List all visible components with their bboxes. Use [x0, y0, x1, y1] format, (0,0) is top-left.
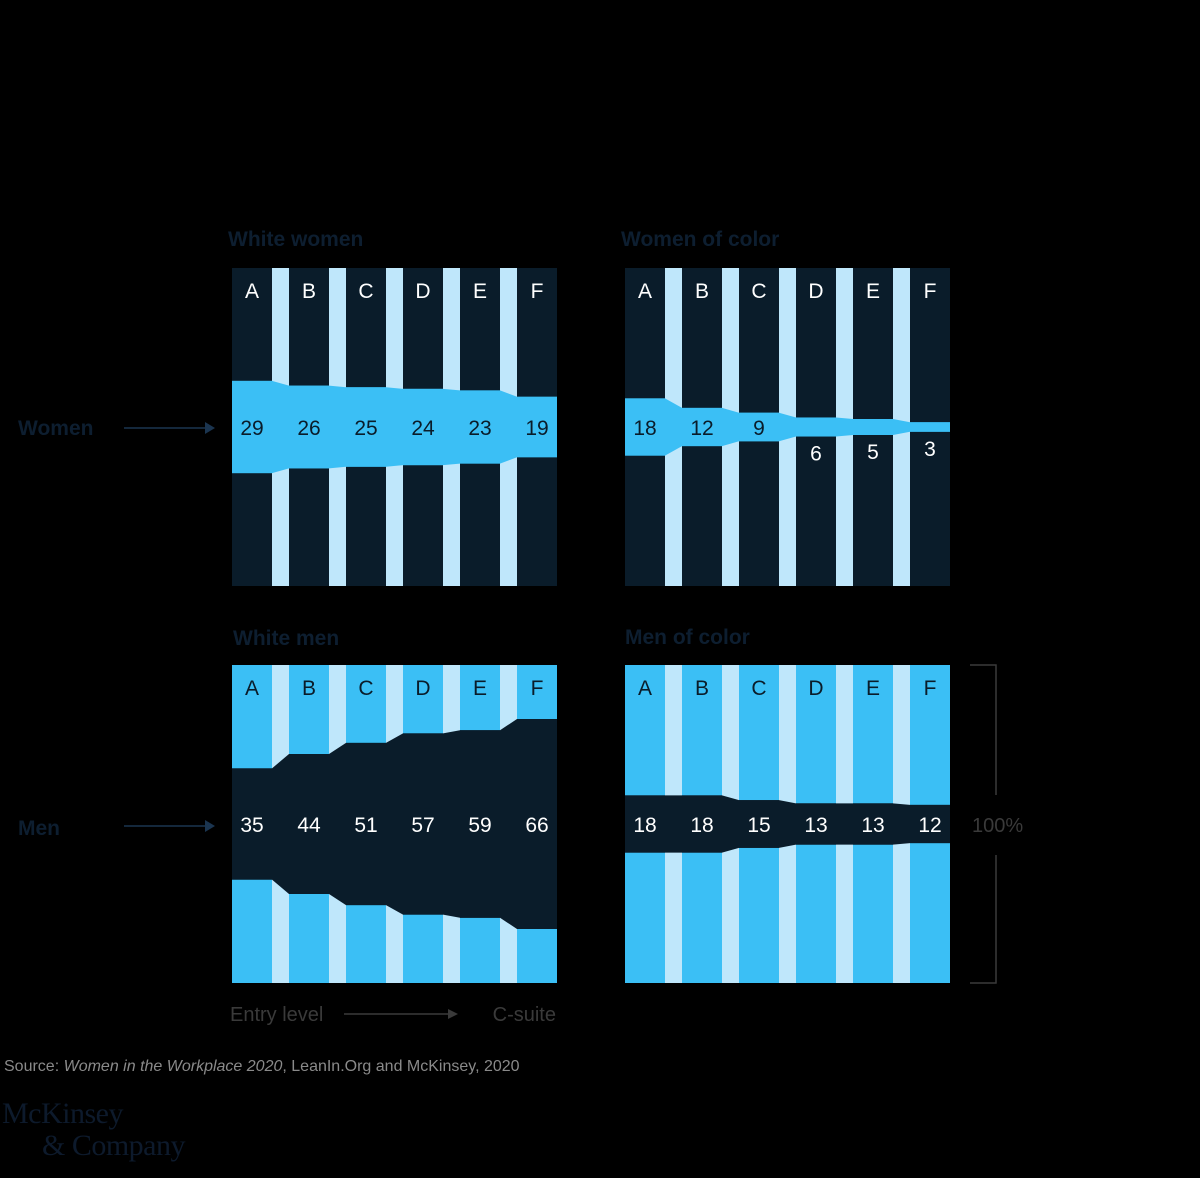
data-label: 12 — [918, 814, 941, 837]
column-letter: D — [808, 280, 823, 303]
data-label: 35 — [240, 814, 263, 837]
panel-women-of-color: A 18 B 12 C 9 D 6 E 5 F 3 Women of color — [621, 228, 950, 586]
panel-white-men: A 35 B 44 C 51 D 57 E 59 F 66 White men — [232, 627, 557, 983]
bar-segment — [232, 380, 272, 474]
data-label: 13 — [804, 814, 827, 837]
panel-title: White women — [228, 228, 363, 251]
data-label: 5 — [867, 441, 879, 464]
data-label: 18 — [633, 814, 656, 837]
column-letter: B — [695, 677, 709, 700]
bar-segment — [625, 398, 665, 456]
logo-line-1: McKinsey — [2, 1097, 123, 1130]
column-letter: C — [358, 280, 373, 303]
data-label: 66 — [525, 814, 548, 837]
column-letter: C — [358, 677, 373, 700]
bar-segment — [853, 803, 893, 845]
bracket-100-percent: 100% — [970, 664, 1023, 984]
column-letter: D — [415, 280, 430, 303]
column-letter: B — [302, 677, 316, 700]
bar-segment — [403, 733, 443, 915]
bar-segment — [625, 795, 665, 853]
column-letter: C — [751, 280, 766, 303]
bar-segment — [517, 396, 557, 458]
row-label-women: Women — [18, 417, 93, 440]
bar-segment — [517, 719, 557, 929]
data-label: 59 — [468, 814, 491, 837]
bar-segment — [910, 804, 950, 844]
source-prefix: Source: — [4, 1058, 64, 1075]
column-letter: E — [866, 677, 880, 700]
bar-segment — [232, 768, 272, 880]
column-letter: F — [531, 280, 544, 303]
column-letter: D — [415, 677, 430, 700]
data-label: 3 — [924, 438, 936, 461]
data-label: 44 — [297, 814, 321, 837]
bar-segment — [853, 419, 893, 435]
column-letter: A — [245, 677, 259, 700]
column-letter: F — [924, 677, 937, 700]
flow-band — [232, 380, 557, 474]
row-arrow-icon — [124, 422, 215, 434]
bar-segment — [739, 412, 779, 442]
panel-men-of-color: A 18 B 18 C 15 D 13 E 13 F 12 Men of color — [625, 626, 950, 983]
source-rest: , LeanIn.Org and McKinsey, 2020 — [282, 1058, 520, 1075]
data-label: 23 — [468, 417, 491, 440]
mckinsey-logo: McKinsey & Company — [2, 1098, 202, 1170]
data-label: 29 — [240, 417, 263, 440]
bar-segment — [403, 388, 443, 466]
column-letter: B — [302, 280, 316, 303]
data-label: 19 — [525, 417, 548, 440]
axis-arrow-icon — [344, 1009, 458, 1019]
bar-segment — [289, 754, 329, 894]
data-label: 57 — [411, 814, 434, 837]
column-letter: F — [924, 280, 937, 303]
bar-segment — [739, 800, 779, 848]
bar-segment — [289, 385, 329, 469]
row-arrow-icon — [124, 820, 215, 832]
column-letter: A — [245, 280, 259, 303]
row-label-men: Men — [18, 817, 60, 840]
panel-white-women: A 29 B 26 C 25 D 24 E 23 F 19 White women — [228, 228, 557, 586]
panel-title: Men of color — [625, 626, 750, 649]
progression-axis: Entry level C-suite — [230, 1004, 556, 1026]
column-letter: B — [695, 280, 709, 303]
data-label: 18 — [633, 417, 656, 440]
data-label: 25 — [354, 417, 377, 440]
panel-title: White men — [233, 627, 339, 650]
bar-segment — [796, 803, 836, 845]
data-label: 24 — [411, 417, 435, 440]
data-label: 51 — [354, 814, 377, 837]
data-label: 13 — [861, 814, 884, 837]
data-label: 18 — [690, 814, 713, 837]
column-letter: D — [808, 677, 823, 700]
bar-segment — [910, 422, 950, 432]
bar-segment — [346, 742, 386, 906]
data-label: 12 — [690, 417, 713, 440]
source-title: Women in the Workplace 2020 — [63, 1058, 283, 1075]
data-label: 15 — [747, 814, 770, 837]
column-letter: A — [638, 280, 652, 303]
column-letter: A — [638, 677, 652, 700]
bar-segment — [682, 407, 722, 447]
column-letter: E — [473, 677, 487, 700]
logo-line-2: & Company — [42, 1129, 186, 1162]
bracket-label: 100% — [972, 815, 1023, 837]
column-letter: E — [473, 280, 487, 303]
bar-segment — [682, 795, 722, 853]
source-note: Source: Women in the Workplace 2020, Lea… — [4, 1058, 520, 1076]
column-letter: E — [866, 280, 880, 303]
panel-title: Women of color — [621, 228, 779, 251]
bar-segment — [460, 390, 500, 464]
bar-segment — [346, 387, 386, 467]
column-letter: C — [751, 677, 766, 700]
data-label: 6 — [810, 443, 822, 466]
axis-start-label: Entry level — [230, 1004, 323, 1026]
bar-segment — [796, 417, 836, 437]
axis-end-label: C-suite — [493, 1004, 556, 1026]
column-letter: F — [531, 677, 544, 700]
data-label: 9 — [753, 417, 765, 440]
bar-segment — [460, 730, 500, 918]
data-label: 26 — [297, 417, 320, 440]
